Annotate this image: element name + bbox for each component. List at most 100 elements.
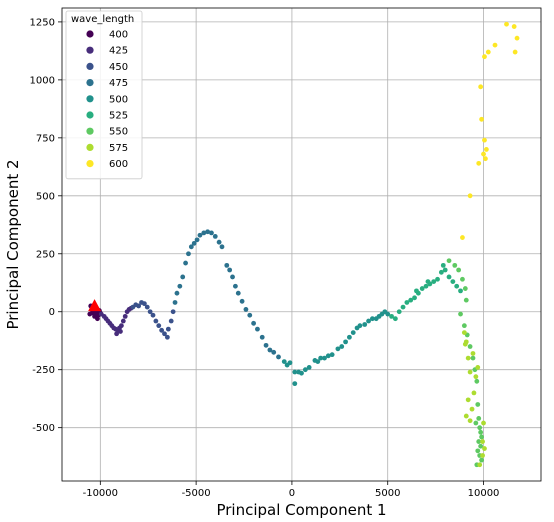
data-point — [467, 344, 473, 349]
data-point — [302, 367, 308, 373]
data-point — [471, 390, 477, 396]
legend-entry-label: 475 — [109, 78, 128, 89]
data-point — [235, 290, 241, 296]
data-point — [165, 326, 171, 332]
legend-swatch — [86, 111, 94, 119]
data-point — [476, 415, 482, 421]
data-point — [239, 298, 245, 304]
legend-entry-label: 600 — [109, 159, 128, 170]
data-point — [201, 230, 207, 236]
data-point — [480, 439, 485, 444]
legend-swatch — [86, 127, 94, 135]
data-point — [425, 279, 431, 284]
x-tick-label: -10000 — [83, 488, 118, 499]
data-point — [315, 359, 321, 364]
data-point — [442, 267, 448, 273]
data-point — [147, 309, 153, 315]
data-point — [467, 418, 473, 424]
highlight-marker-layer — [88, 299, 102, 312]
highlight-triangle-marker — [88, 299, 102, 312]
data-point — [174, 290, 180, 296]
data-point — [461, 330, 467, 336]
x-axis-label: Principal Component 1 — [216, 501, 386, 519]
data-point — [481, 420, 486, 426]
data-point — [144, 304, 150, 310]
y-tick-label: 500 — [36, 191, 55, 202]
data-point — [474, 378, 480, 384]
data-point — [186, 251, 191, 257]
data-point — [492, 42, 498, 48]
data-point — [454, 283, 460, 289]
data-point — [514, 35, 520, 41]
legend-entry-label: 575 — [109, 143, 128, 154]
data-point — [224, 262, 230, 268]
legend-swatch — [86, 46, 94, 54]
data-point — [318, 355, 324, 361]
data-point — [482, 446, 487, 451]
data-point — [339, 344, 345, 349]
x-tick-label: -5000 — [182, 488, 211, 499]
data-point — [153, 318, 159, 324]
data-point — [470, 355, 476, 361]
data-point — [350, 330, 356, 336]
data-point — [347, 334, 352, 340]
y-tick-label: 1000 — [30, 75, 55, 86]
legend-entry-label: 550 — [109, 127, 128, 138]
data-point — [177, 283, 183, 289]
data-point — [463, 413, 469, 419]
data-point — [209, 230, 214, 236]
data-point — [412, 295, 417, 301]
data-point — [197, 232, 203, 238]
data-point — [366, 318, 371, 324]
data-point — [247, 312, 253, 318]
y-axis-ticks: -500 -250 0 250 500 750 1000 1250 — [30, 17, 62, 434]
legend-swatch — [86, 95, 94, 103]
legend-entry-label: 500 — [109, 94, 128, 105]
data-point — [473, 374, 479, 380]
data-point — [385, 311, 391, 317]
data-point — [483, 147, 489, 152]
data-point — [164, 334, 170, 340]
data-point — [476, 160, 482, 166]
data-point — [271, 349, 277, 355]
y-tick-label: 250 — [36, 249, 55, 260]
legend-swatch — [86, 143, 94, 151]
data-point — [479, 116, 485, 122]
data-point — [467, 369, 473, 375]
data-point — [419, 286, 425, 291]
data-point — [470, 351, 476, 356]
legend-swatch — [86, 30, 94, 38]
data-point — [478, 443, 484, 449]
data-point — [276, 354, 281, 360]
data-point — [478, 429, 484, 435]
data-point — [255, 326, 260, 332]
data-point — [478, 84, 484, 90]
data-point — [475, 364, 481, 370]
legend-title: wave_length — [71, 14, 134, 25]
data-point — [440, 262, 446, 268]
data-point — [463, 297, 469, 303]
legend-entries: 400 425 450 475 500 525 550 575 600 — [86, 30, 128, 170]
data-point — [362, 322, 368, 327]
data-point — [168, 318, 174, 324]
legend-entry-label: 450 — [109, 62, 128, 73]
data-point — [141, 301, 147, 307]
data-point — [357, 323, 363, 329]
data-point — [263, 342, 269, 348]
data-point — [511, 24, 517, 29]
legend: wave_length 400 425 450 475 500 525 550 575 600 — [65, 10, 143, 180]
data-point — [431, 279, 437, 284]
data-point — [465, 397, 471, 403]
data-point — [335, 346, 341, 352]
plot-frame — [61, 7, 542, 482]
data-point — [469, 406, 475, 412]
data-point — [325, 353, 331, 359]
data-point — [482, 137, 487, 143]
x-tick-label: 5000 — [375, 488, 400, 499]
data-point — [460, 235, 465, 240]
legend-box — [65, 10, 143, 180]
data-point — [458, 288, 463, 294]
data-point — [396, 309, 402, 315]
legend-swatch — [86, 79, 94, 87]
